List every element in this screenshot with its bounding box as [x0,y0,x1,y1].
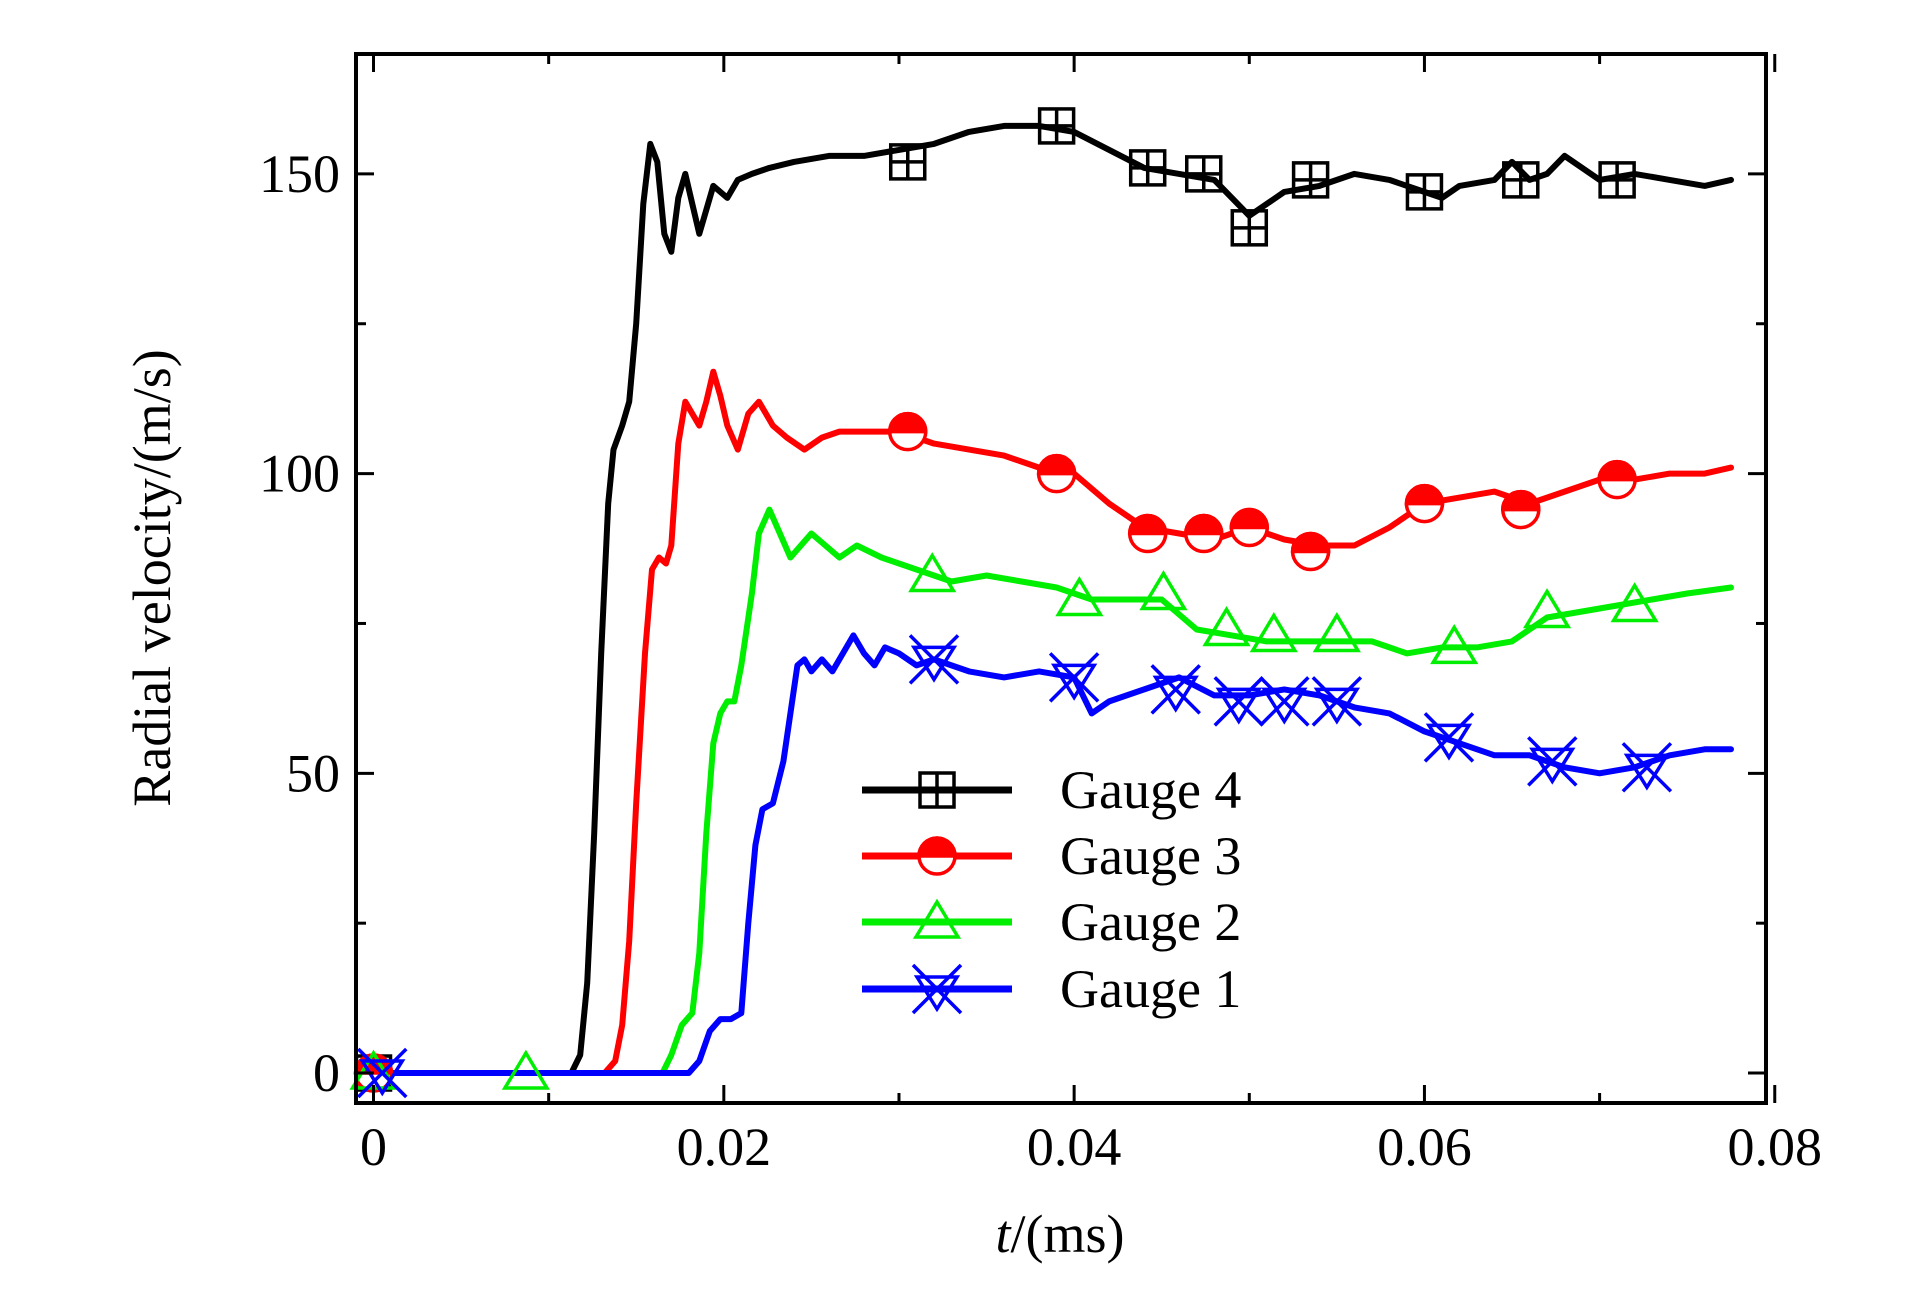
legend-label: Gauge 3 [1060,826,1241,886]
data-point-gauge-1 [357,1047,408,1099]
data-point-gauge-1 [1048,652,1100,703]
data-point-gauge-2 [1610,582,1659,623]
ticks-layer [356,54,1777,1103]
legend-entry: Gauge 3 [862,826,1241,886]
data-point-gauge-4 [1128,149,1167,187]
y-tick-label: 0 [313,1043,340,1103]
data-point-gauge-2 [1249,612,1298,653]
x-tick-label: 0.06 [1377,1117,1472,1177]
legend-marker [912,898,962,939]
data-point-gauge-2 [1522,588,1572,629]
series-line-gauge-2 [370,506,1734,1076]
legend-label: Gauge 2 [1060,892,1241,952]
y-axis-title: Radial velocity/(m/s) [122,349,182,806]
x-axis-title-rest: /(ms) [1011,1204,1125,1264]
legend-marker [918,771,956,809]
data-point-gauge-4 [1230,209,1269,247]
data-point-gauge-1 [1621,742,1673,793]
markers-layer [349,107,1673,1099]
x-tick-label: 0.08 [1728,1117,1823,1177]
data-point-gauge-3 [1127,513,1168,554]
y-tick-label: 150 [259,144,340,204]
x-tick-label: 0 [360,1117,387,1177]
data-point-gauge-4 [1185,155,1223,193]
series-line-gauge-4 [370,122,1734,1076]
x-tick-label: 0.02 [677,1117,772,1177]
data-point-gauge-3 [1229,507,1270,548]
legend-entry: Gauge 4 [862,760,1241,820]
data-point-gauge-1 [1527,736,1578,787]
plot-frame [354,52,1768,1105]
data-point-gauge-2 [1055,576,1104,617]
data-point-gauge-4 [888,143,927,181]
data-point-gauge-2 [1430,624,1479,665]
data-point-gauge-2 [1312,612,1361,653]
data-point-gauge-2 [908,552,957,593]
legend-marker [911,963,963,1015]
data-point-gauge-3 [1183,513,1224,554]
data-point-gauge-4 [1598,161,1636,199]
data-point-gauge-4 [1405,173,1444,211]
data-point-gauge-1 [1259,676,1310,727]
legend-label: Gauge 4 [1060,760,1241,820]
legend-marker [917,836,957,876]
tick-labels-layer: 0 0.02 0.04 0.06 0.08 0 50 100 150 [259,144,1822,1177]
data-point-gauge-1 [908,634,960,685]
data-point-gauge-3 [1597,459,1637,500]
data-point-gauge-1 [1150,664,1201,715]
data-point-gauge-2 [1139,570,1188,611]
y-tick-label: 50 [286,743,340,803]
y-tick-label: 100 [259,444,340,504]
data-point-gauge-2 [501,1049,550,1090]
data-point-gauge-4 [1502,161,1540,199]
data-point-gauge-3 [1290,531,1331,572]
data-point-gauge-3 [1501,489,1541,530]
data-point-gauge-4 [1037,107,1076,145]
data-point-gauge-1 [1423,712,1475,763]
data-point-gauge-1 [1213,676,1265,727]
data-point-gauge-4 [1291,161,1330,199]
legend-entry: Gauge 2 [862,892,1241,952]
data-point-gauge-3 [1036,453,1077,494]
legend-entry: Gauge 1 [862,959,1241,1019]
legend-label: Gauge 1 [1060,959,1241,1019]
x-axis-title: t/(ms) [995,1204,1124,1264]
data-point-gauge-3 [887,411,928,452]
data-point-gauge-2 [1202,606,1251,647]
x-tick-label: 0.04 [1027,1117,1122,1177]
x-axis-title-italic: t [995,1204,1012,1264]
data-point-gauge-1 [1311,676,1363,727]
data-point-gauge-3 [1404,483,1445,524]
